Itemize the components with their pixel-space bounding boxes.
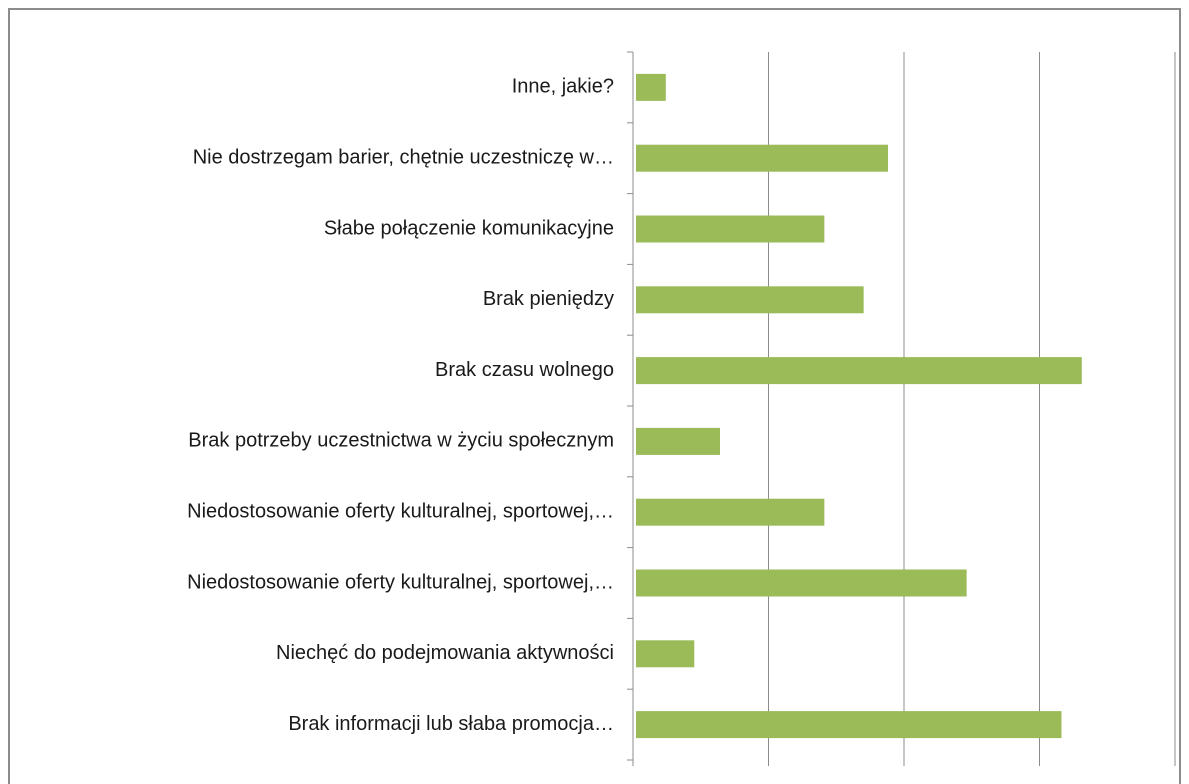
y-tick-label: Niedostosowanie oferty kulturalnej, spor… — [187, 500, 614, 522]
bar — [636, 498, 825, 526]
bar — [636, 427, 721, 455]
bar — [636, 357, 1082, 385]
bar — [636, 569, 967, 597]
bar — [636, 73, 666, 101]
bar — [636, 711, 1062, 739]
chart-frame — [8, 8, 1181, 784]
y-tick-label: Brak informacji lub słaba promocja… — [288, 713, 614, 735]
y-tick-label: Inne, jakie? — [512, 76, 614, 98]
bar — [636, 640, 695, 668]
y-tick-label: Nie dostrzegam barier, chętnie uczestnic… — [193, 146, 614, 168]
bar — [636, 286, 864, 314]
bar — [636, 215, 825, 243]
y-tick-label: Brak pieniędzy — [483, 288, 614, 310]
y-tick-label: Niedostosowanie oferty kulturalnej, spor… — [187, 571, 614, 593]
y-tick-label: Niechęć do podejmowania aktywności — [276, 642, 614, 664]
y-tick-label: Brak czasu wolnego — [435, 359, 614, 381]
y-tick-label: Słabe połączenie komunikacyjne — [324, 217, 614, 239]
bar — [636, 144, 889, 172]
y-tick-label: Brak potrzeby uczestnictwa w życiu społe… — [188, 430, 614, 452]
